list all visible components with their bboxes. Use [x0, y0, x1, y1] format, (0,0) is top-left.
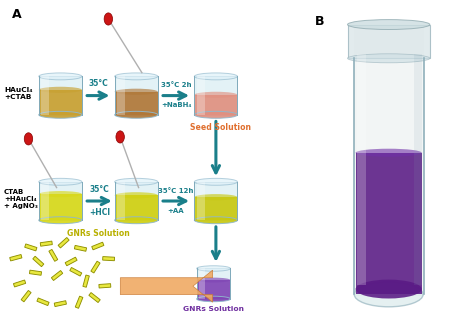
Text: GNRs Solution: GNRs Solution [183, 305, 244, 312]
Polygon shape [74, 245, 87, 251]
Ellipse shape [104, 13, 112, 25]
Ellipse shape [194, 73, 237, 80]
Ellipse shape [115, 178, 158, 185]
Bar [197, 76, 205, 115]
Polygon shape [75, 296, 83, 308]
Ellipse shape [115, 73, 158, 80]
Bar [41, 182, 49, 220]
Text: 35°C: 35°C [89, 79, 108, 88]
Polygon shape [21, 290, 31, 302]
Ellipse shape [356, 279, 422, 298]
Polygon shape [103, 256, 115, 261]
Ellipse shape [194, 217, 237, 224]
Bar [347, 25, 430, 58]
Text: A: A [12, 9, 22, 21]
Ellipse shape [39, 217, 82, 224]
Text: B: B [314, 15, 324, 28]
Bar [194, 95, 237, 115]
Ellipse shape [197, 296, 230, 302]
Bar [117, 182, 125, 220]
Text: HAuCl₄
+CTAB: HAuCl₄ +CTAB [4, 87, 33, 100]
Ellipse shape [194, 92, 237, 98]
Ellipse shape [115, 217, 158, 224]
Ellipse shape [194, 194, 237, 200]
Text: CTAB
+HAuCl₄
+ AgNO₃: CTAB +HAuCl₄ + AgNO₃ [4, 189, 38, 209]
Text: 35°C 2h: 35°C 2h [161, 82, 191, 88]
Text: +HCl: +HCl [89, 208, 110, 216]
Ellipse shape [39, 73, 82, 80]
Bar [117, 76, 125, 115]
Ellipse shape [24, 133, 33, 145]
Bar [356, 153, 422, 295]
Bar [39, 90, 82, 115]
Bar [356, 54, 366, 285]
Polygon shape [54, 301, 66, 307]
Bar [197, 269, 230, 299]
Bar [194, 197, 237, 220]
Bar [39, 194, 82, 220]
Ellipse shape [39, 111, 82, 118]
Ellipse shape [115, 89, 158, 95]
Polygon shape [40, 241, 52, 246]
Polygon shape [58, 237, 69, 248]
Ellipse shape [347, 54, 430, 63]
Polygon shape [37, 298, 49, 306]
Polygon shape [99, 284, 111, 288]
Text: 35°C: 35°C [90, 185, 109, 194]
Text: +NaBH₄: +NaBH₄ [161, 102, 191, 108]
Bar [194, 182, 237, 220]
Bar [197, 280, 230, 299]
Text: +AA: +AA [168, 208, 184, 214]
Ellipse shape [197, 266, 230, 271]
Polygon shape [70, 267, 82, 276]
Polygon shape [83, 275, 89, 287]
Polygon shape [65, 257, 77, 266]
Bar [194, 76, 237, 115]
Bar [115, 195, 158, 220]
Polygon shape [92, 242, 104, 250]
Ellipse shape [39, 191, 82, 197]
Ellipse shape [115, 192, 158, 198]
Ellipse shape [194, 178, 237, 185]
Bar [197, 182, 205, 220]
Bar [354, 27, 424, 296]
Ellipse shape [39, 87, 82, 93]
Ellipse shape [116, 131, 124, 143]
Text: Seed Solution: Seed Solution [190, 123, 251, 132]
Polygon shape [13, 280, 26, 287]
Bar [115, 92, 158, 115]
Polygon shape [91, 261, 100, 273]
Bar [115, 76, 158, 115]
Bar [39, 76, 82, 115]
Bar [39, 182, 82, 220]
Polygon shape [120, 270, 213, 302]
Ellipse shape [39, 178, 82, 185]
Polygon shape [9, 255, 22, 261]
Text: 35°C 12h: 35°C 12h [158, 188, 194, 194]
Polygon shape [89, 293, 100, 302]
Ellipse shape [197, 277, 230, 282]
Polygon shape [25, 244, 37, 251]
Bar [41, 76, 49, 115]
Polygon shape [33, 256, 44, 267]
Ellipse shape [194, 111, 237, 118]
Bar [414, 54, 422, 285]
Bar [199, 269, 205, 299]
Text: GNRs Solution: GNRs Solution [67, 229, 130, 238]
Ellipse shape [347, 20, 430, 30]
Ellipse shape [356, 149, 422, 157]
Bar [115, 182, 158, 220]
Ellipse shape [115, 111, 158, 118]
Ellipse shape [354, 282, 423, 307]
Polygon shape [51, 271, 63, 280]
Polygon shape [49, 249, 58, 261]
Polygon shape [29, 270, 42, 275]
